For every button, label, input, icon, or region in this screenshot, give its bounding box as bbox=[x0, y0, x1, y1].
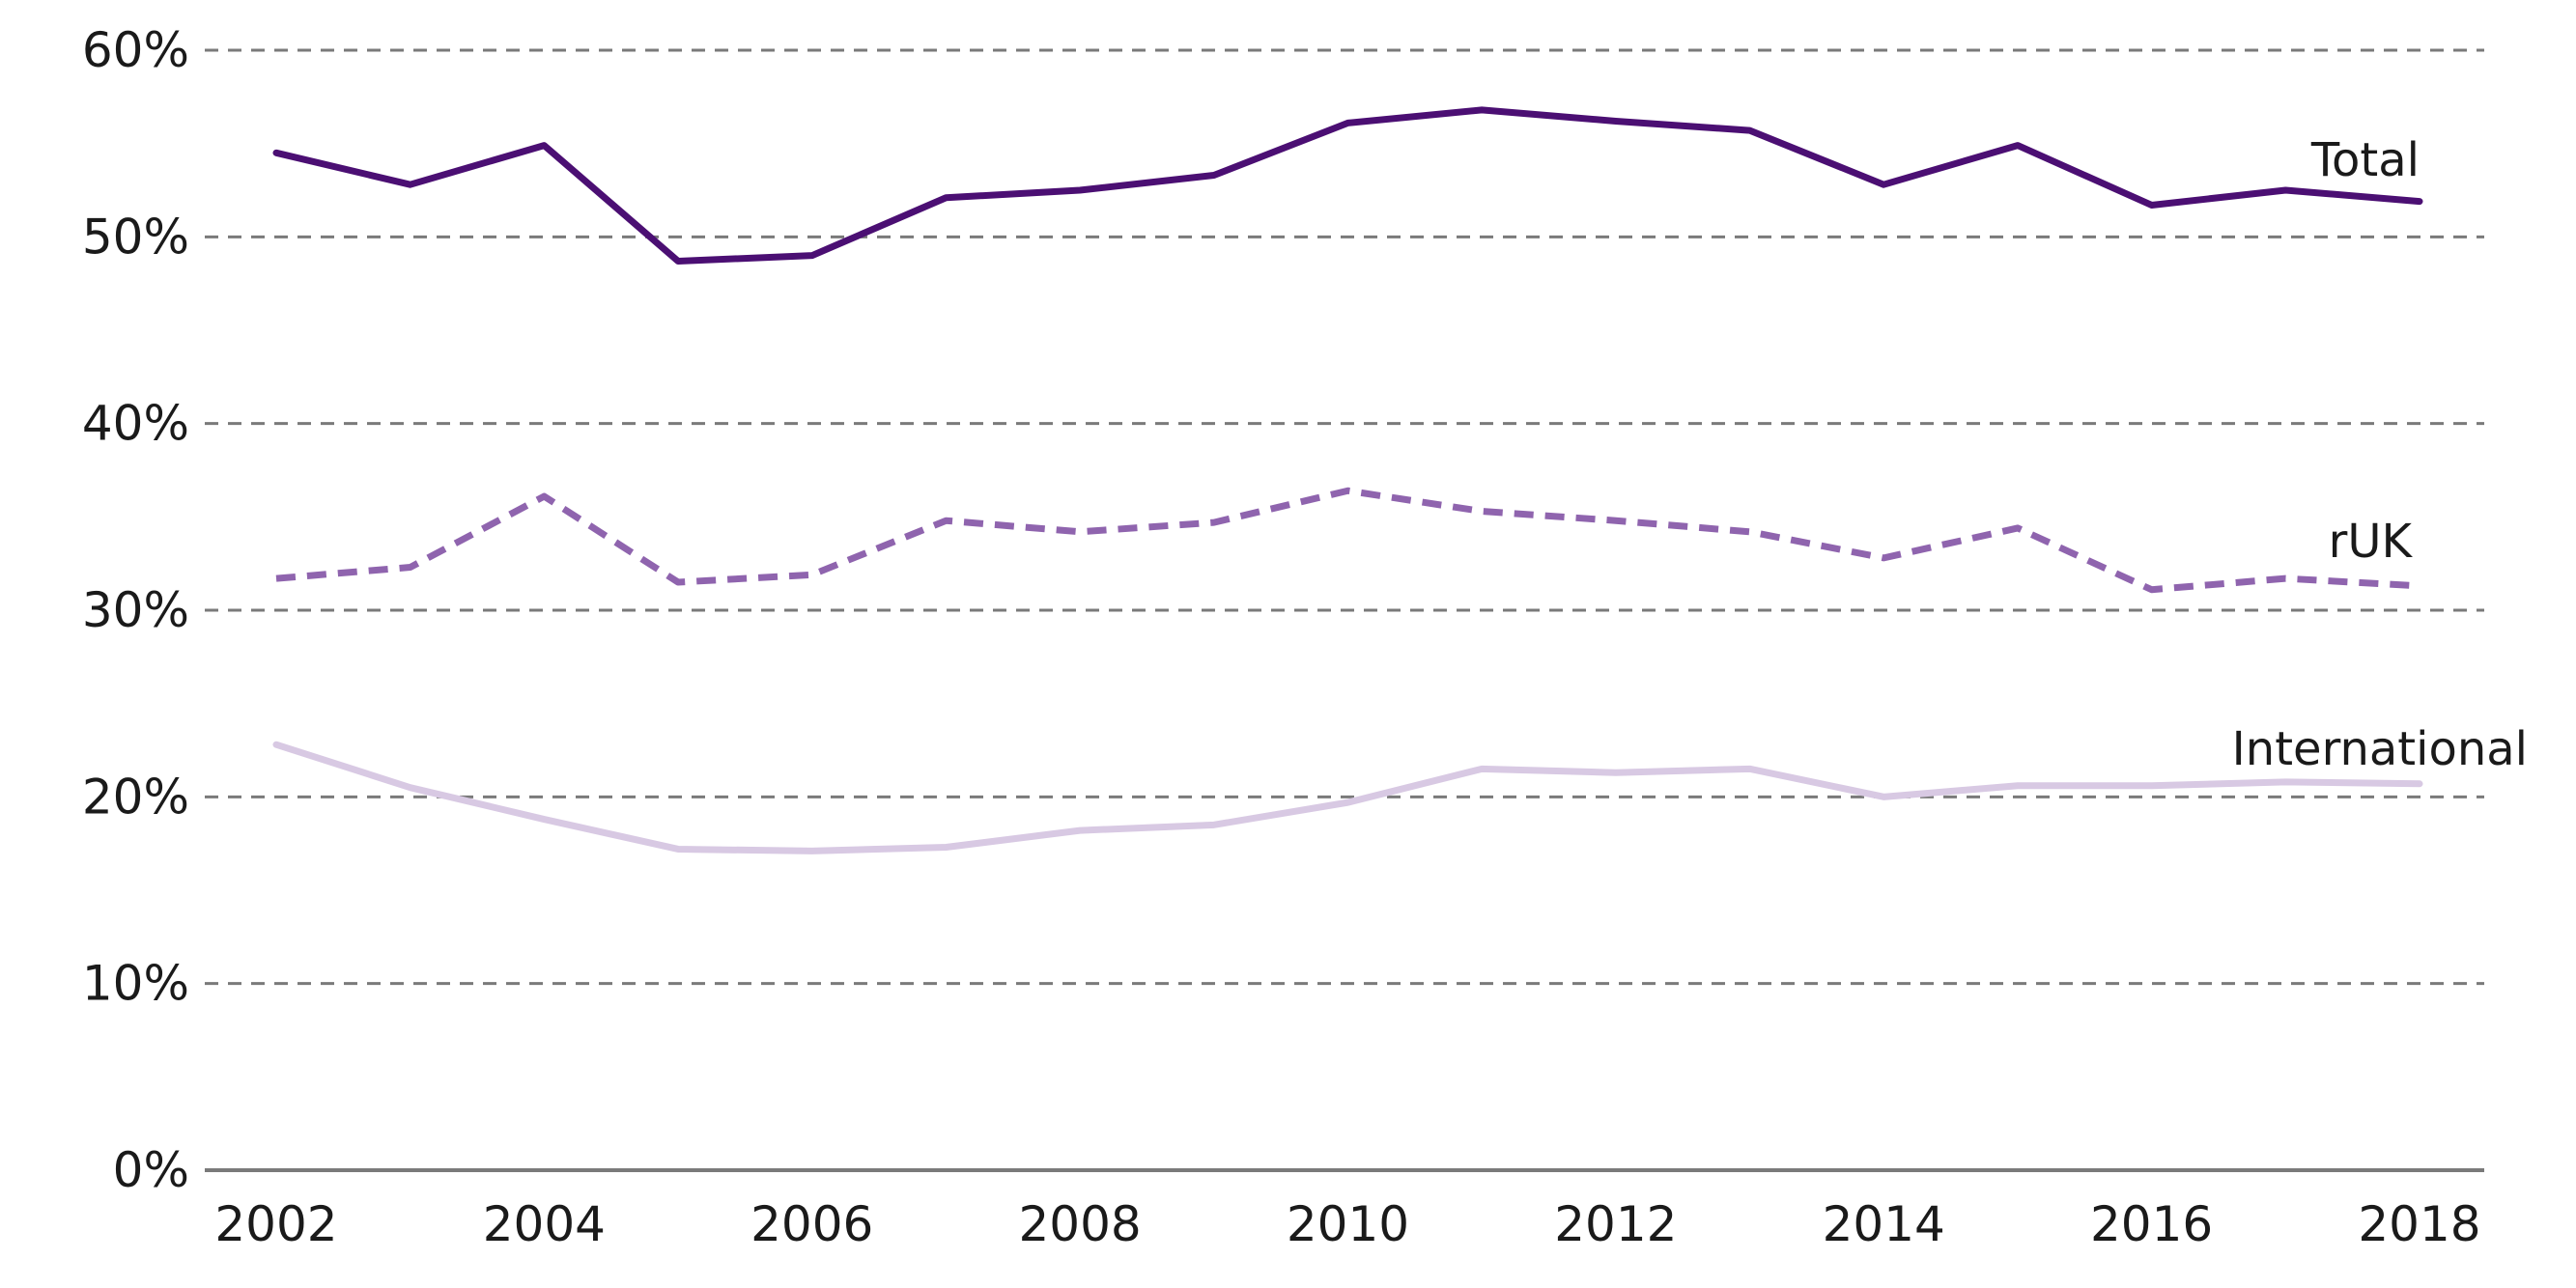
x-tick-label: 2002 bbox=[214, 1196, 337, 1252]
grid-layer bbox=[205, 48, 2484, 986]
x-tick-label: 2004 bbox=[483, 1196, 606, 1252]
series-line-total bbox=[272, 106, 2423, 265]
label-layer: Total rUK International bbox=[2232, 133, 2528, 776]
series-line-international bbox=[272, 741, 2423, 854]
series-layer bbox=[272, 106, 2423, 854]
y-tick-label: 0% bbox=[113, 1142, 189, 1198]
y-tick-label: 60% bbox=[82, 22, 189, 78]
x-tick-label: 2010 bbox=[1287, 1196, 1409, 1252]
y-tick-label: 50% bbox=[82, 209, 189, 265]
x-tick-label: 2008 bbox=[1019, 1196, 1142, 1252]
x-tick-label: 2012 bbox=[1554, 1196, 1677, 1252]
y-tick-label: 10% bbox=[82, 956, 189, 1012]
y-tick-label: 20% bbox=[82, 769, 189, 825]
series-label-international: International bbox=[2232, 722, 2528, 776]
series-label-total: Total bbox=[2310, 133, 2420, 187]
x-tick-label: 2018 bbox=[2358, 1196, 2480, 1252]
series-label-ruk: rUK bbox=[2329, 515, 2414, 569]
series-line-ruk bbox=[275, 487, 2420, 594]
axis-layer: 0% 10% 20% 30% 40% 50% 60% 2002 2004 2006 2008 2010… bbox=[82, 22, 2484, 1252]
y-tick-label: 30% bbox=[82, 582, 189, 638]
x-tick-label: 2016 bbox=[2090, 1196, 2213, 1252]
y-tick-label: 40% bbox=[82, 396, 189, 452]
x-tick-label: 2014 bbox=[1823, 1196, 1945, 1252]
x-tick-label: 2006 bbox=[750, 1196, 873, 1252]
